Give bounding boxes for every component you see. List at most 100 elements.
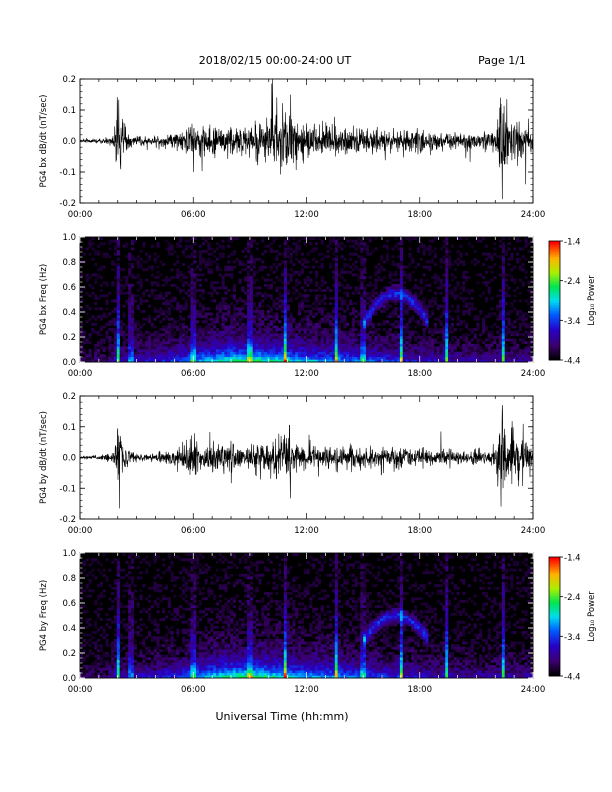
spectrogram-cell [343,322,347,326]
spectrogram-cell [80,348,84,352]
spectrogram-cell [368,307,372,311]
spectrogram-cell [82,335,86,339]
spectrogram-cell [374,278,378,282]
spectrogram-cell [346,291,350,295]
spectrogram-cell [354,239,358,243]
spectrogram-cell [281,330,285,334]
spectrogram-cell [204,328,208,332]
spectrogram-cell [312,325,316,329]
spectrogram-cell [445,317,449,321]
spectrogram-cell [414,351,418,355]
spectrogram-cell [145,260,149,264]
spectrogram-cell [504,354,508,358]
spectrogram-cell [221,325,225,329]
spectrogram-cell [116,618,120,621]
spectrogram-cell [167,302,171,305]
spectrogram-cell [275,307,279,311]
spectrogram-cell [405,356,409,360]
spectrogram-cell [187,315,191,319]
spectrogram-cell [286,341,290,345]
spectrogram-cell [357,320,361,324]
spectrogram-cell [230,315,234,319]
spectrogram-cell [371,348,375,352]
spectrogram-cell [227,330,231,334]
spectrogram-cell [357,330,361,334]
spectrogram-cell [467,351,472,355]
spectrogram-cell [422,359,426,363]
spectrogram-cell [513,299,517,303]
spectrogram-cell [128,610,132,614]
spectrogram-cell [136,633,140,637]
spectrogram-cell [445,315,449,319]
spectrogram-cell [527,289,531,292]
spectrogram-cell [258,341,262,345]
spectrogram-cell [351,348,355,352]
spectrogram-cell [221,299,225,303]
spectrogram-cell [385,359,389,363]
spectrogram-cell [264,338,268,342]
spectrogram-cell [128,315,132,319]
spectrogram-cell [122,315,126,319]
spectrogram-cell [130,657,135,661]
spectrogram-cell [173,338,177,342]
spectrogram-cell [346,338,350,342]
spectrogram-cell [108,312,112,316]
spectrogram-cell [374,309,378,313]
spectrogram-cell [173,296,177,300]
spectrogram-cell [269,341,273,345]
spectrogram-cell [436,276,440,279]
spectrogram-cell [286,356,290,360]
spectrogram-cell [402,309,406,313]
spectrogram-cell [207,307,211,311]
spectrogram-cell [320,348,324,352]
spectrogram-cell [281,302,285,305]
spectrogram-cell [388,328,392,332]
spectrogram-cell [130,351,135,355]
spectrogram-cell [153,576,157,580]
spectrogram-cell [128,646,132,650]
spectrogram-cell [453,359,457,363]
spectrogram-cell [232,338,237,342]
spectrogram-cell [482,252,486,256]
spectrogram-cell [496,315,500,319]
spectrogram-cell [433,328,438,332]
spectrogram-cell [470,328,474,332]
spectrogram-cell [184,359,188,363]
spectrogram-cell [139,283,143,287]
spectrogram-cell [374,273,378,277]
spectrogram-cell [312,289,316,292]
spectrogram-cell [82,638,86,642]
spectrogram-cell [510,348,514,352]
spectrogram-cell [295,278,299,282]
spectrogram-cell [145,571,149,575]
spectrogram-cell [164,341,169,345]
spectrogram-cell [122,657,126,661]
spectrogram-cell [527,346,531,350]
spectrogram-cell [193,341,197,345]
spectrogram-cell [247,299,251,303]
spectrogram-cell [416,320,421,324]
spectrogram-cell [164,239,169,243]
spectrogram-cell [85,664,89,668]
spectrogram-cell [442,299,446,303]
spectrogram-cell [99,325,103,329]
spectrogram-cell [227,341,231,345]
spectrogram-cell [221,302,225,305]
spectrogram-cell [343,330,347,334]
spectrogram-cell [527,356,531,360]
spectrogram-cell [82,359,86,363]
spectrogram-cell [312,348,316,352]
spectrogram-cell [365,356,370,360]
spectrogram-cell [346,359,350,363]
spectrogram-cell [215,247,220,251]
spectrogram-cell [334,359,338,363]
spectrogram-cell [258,304,262,308]
spectrogram-cell [96,628,101,632]
spectrogram-cell [94,644,98,648]
spectrogram-cell [133,597,137,601]
spectrogram-cell [286,322,290,326]
spectrogram-cell [111,646,115,650]
spectrogram-cell [272,341,276,345]
spectrogram-cell [385,346,389,350]
spectrogram-cell [278,348,282,352]
